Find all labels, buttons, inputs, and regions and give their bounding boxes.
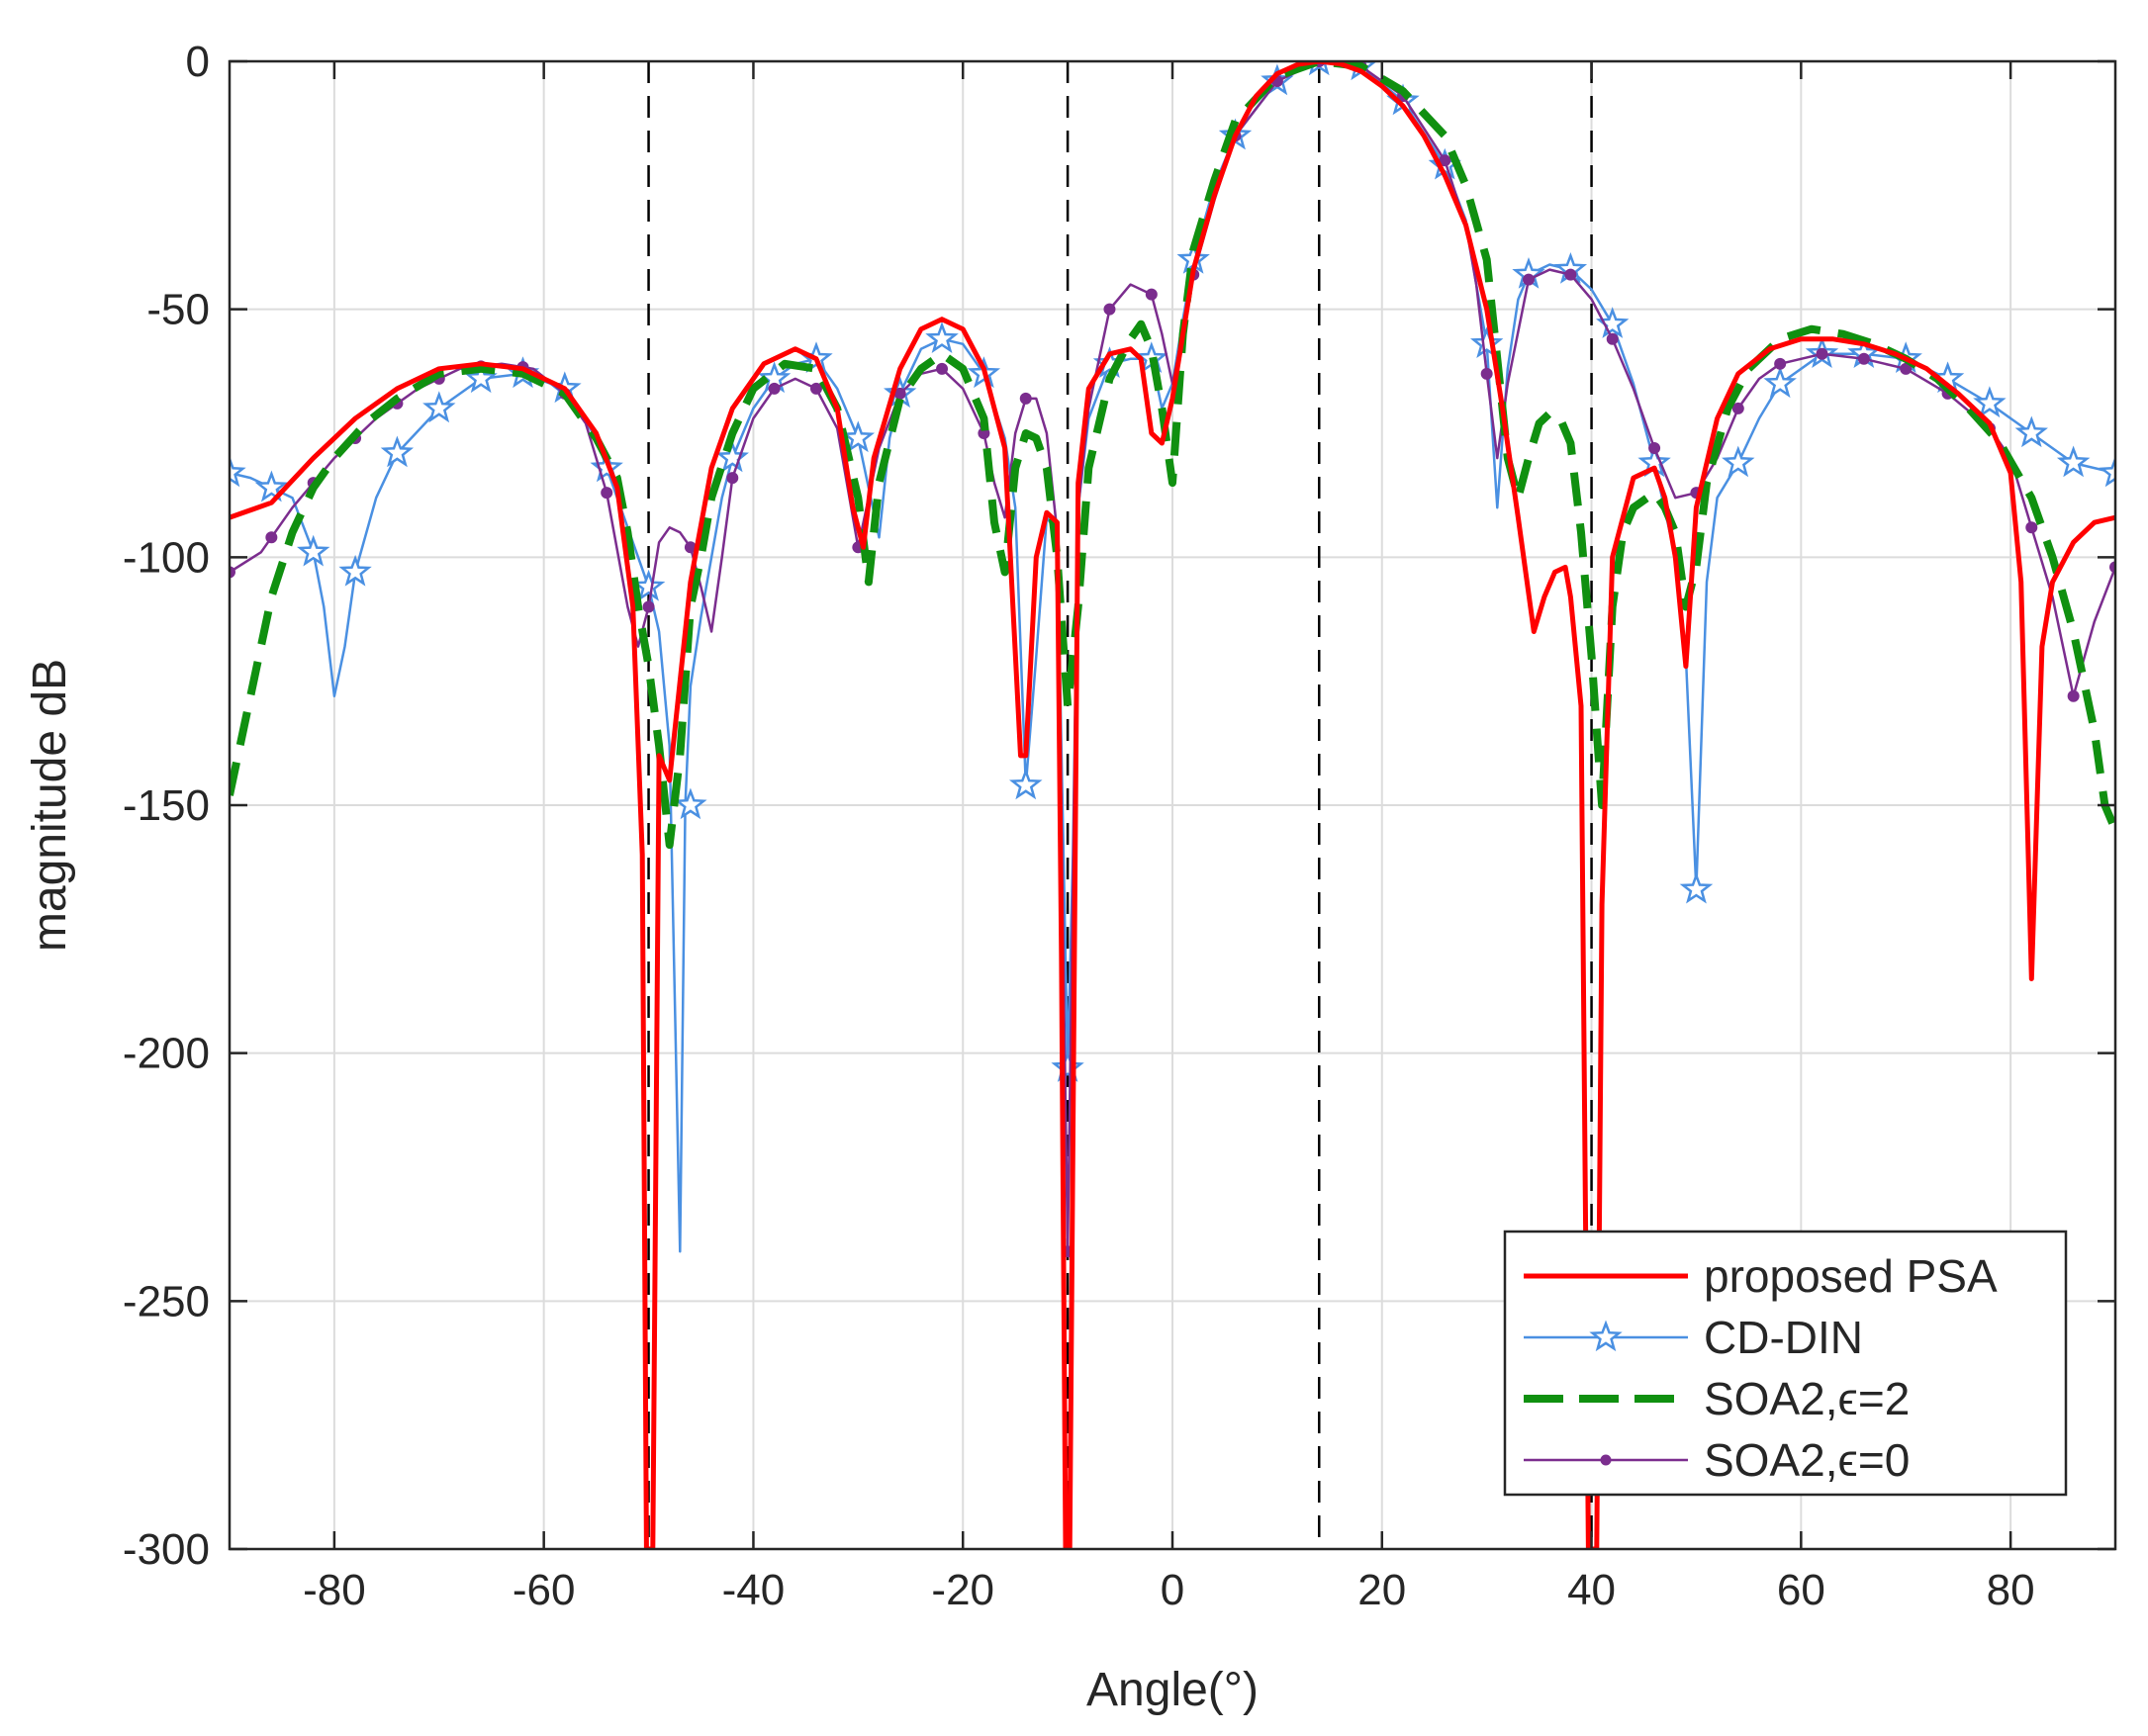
dot-marker	[1103, 303, 1116, 316]
star-marker	[1722, 445, 1755, 478]
x-tick-label: 40	[1567, 1566, 1616, 1614]
star-marker	[2056, 445, 2091, 478]
x-tick-label: -80	[303, 1566, 366, 1614]
dot-marker	[726, 472, 739, 485]
legend-label: SOA2,ϵ=0	[1704, 1434, 1910, 1486]
dot-marker	[1857, 352, 1870, 365]
star-marker	[925, 321, 959, 354]
star-marker	[1470, 326, 1504, 359]
dot-marker	[642, 600, 655, 613]
x-tick-label: -60	[513, 1566, 576, 1614]
y-tick-label: -300	[123, 1525, 210, 1574]
star-marker	[1051, 1051, 1084, 1082]
dot-marker	[1648, 442, 1661, 455]
series-0-group	[230, 61, 2115, 1549]
star-marker	[841, 420, 876, 453]
legend-item-0: proposed PSA	[1524, 1250, 1998, 1302]
star-marker	[254, 470, 289, 503]
dot-marker	[936, 362, 949, 375]
y-tick-label: -150	[123, 781, 210, 830]
legend-item-1: CD-DIN	[1524, 1312, 1863, 1363]
star-marker	[1008, 768, 1043, 800]
star-marker	[1973, 386, 2007, 418]
dot-marker	[2025, 521, 2038, 534]
dot-marker	[230, 566, 235, 579]
y-tick-label: -200	[123, 1030, 210, 1078]
dot-marker	[2109, 561, 2115, 574]
dot-marker	[1816, 347, 1828, 360]
dot-marker	[1480, 367, 1493, 380]
star-marker	[422, 391, 456, 423]
star-marker	[380, 435, 415, 468]
legend-label: SOA2,ϵ=2	[1704, 1373, 1910, 1424]
reference-lines	[647, 61, 1593, 1549]
dot-marker	[2067, 689, 2080, 702]
y-axis-label: magnitude dB	[24, 659, 76, 952]
dot-marker	[1523, 273, 1536, 286]
x-tick-label: -20	[931, 1566, 994, 1614]
legend-label: proposed PSA	[1704, 1250, 1998, 1302]
dot-marker	[1564, 268, 1577, 281]
series-2-group	[230, 61, 2115, 850]
x-tick-label: -40	[722, 1566, 786, 1614]
star-marker	[674, 787, 707, 820]
star-marker	[338, 554, 372, 587]
star-marker	[715, 440, 749, 473]
dot-marker	[601, 487, 613, 500]
legend: proposed PSA CD-DIN SOA2,ϵ=2 SOA2,ϵ=0	[1503, 1230, 2068, 1497]
y-tick-label: -100	[123, 533, 210, 582]
x-tick-label: 0	[1161, 1566, 1184, 1614]
legend-star-marker	[1589, 1320, 1623, 1352]
series-line-2	[230, 61, 2115, 850]
x-tick-label: 80	[1987, 1566, 2035, 1614]
dot-marker	[1774, 357, 1787, 370]
star-marker	[296, 534, 330, 567]
legend-items: proposed PSA CD-DIN SOA2,ϵ=2 SOA2,ϵ=0	[1524, 1250, 1998, 1486]
dot-marker	[265, 531, 278, 544]
legend-item-3: SOA2,ϵ=0	[1524, 1434, 1910, 1486]
dot-marker	[768, 382, 781, 395]
series-line-0	[230, 61, 2115, 1549]
legend-dot-marker	[1600, 1454, 1612, 1466]
legend-item-2: SOA2,ϵ=2	[1524, 1373, 1910, 1424]
y-tick-label: 0	[186, 38, 210, 86]
star-marker	[2099, 455, 2115, 488]
dot-marker	[809, 382, 822, 395]
star-marker	[230, 455, 246, 488]
dot-marker	[1731, 402, 1744, 414]
dot-marker	[1019, 392, 1032, 405]
star-marker	[1763, 366, 1797, 399]
star-marker	[1679, 871, 1714, 904]
y-tick-label: -50	[146, 286, 210, 334]
dot-marker	[1606, 332, 1619, 345]
x-tick-label: 60	[1777, 1566, 1825, 1614]
star-marker	[2014, 415, 2048, 448]
star-marker	[464, 361, 498, 394]
legend-label: CD-DIN	[1704, 1312, 1863, 1363]
x-axis-label: Angle(°)	[1086, 1664, 1259, 1716]
tick-layer: -80 -60 -40 -20 0 20 40 60 800-50-100-150-200-25…	[123, 38, 2115, 1614]
y-tick-label: -250	[123, 1277, 210, 1325]
dot-marker	[1145, 288, 1158, 301]
series-layer	[230, 61, 2115, 1549]
x-tick-label: 20	[1357, 1566, 1406, 1614]
